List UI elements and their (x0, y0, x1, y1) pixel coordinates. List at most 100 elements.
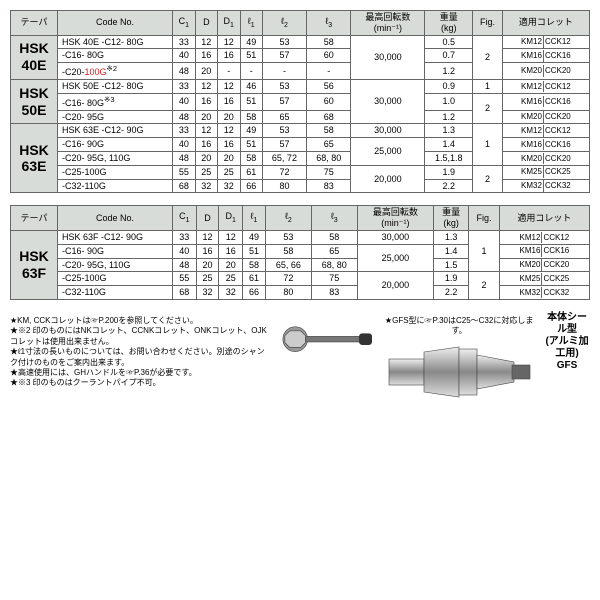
h-l3: ℓ3 (307, 11, 351, 36)
c1: 48 (173, 63, 196, 80)
gfs-block: ★GFS型に☞P.30はC25～C32に対応します。 (384, 312, 534, 410)
d1: 25 (217, 165, 240, 179)
l1: 51 (240, 138, 262, 152)
taper-label: HSK50E (11, 79, 58, 123)
d: 20 (195, 151, 217, 165)
mass: 1.5 (434, 258, 469, 272)
d1: 12 (217, 79, 240, 93)
fig: 1 (473, 124, 503, 165)
fig: 2 (473, 35, 503, 79)
l2: - (262, 63, 306, 80)
l2: 72 (262, 165, 306, 179)
l1: 51 (240, 49, 262, 63)
mass: 1.9 (434, 272, 469, 286)
c1: 40 (173, 49, 196, 63)
rpm: 25,000 (357, 244, 433, 272)
table-row: HSK63FHSK 63F -C12- 90G33121249535830,00… (11, 230, 590, 244)
h-d: D (195, 11, 217, 36)
c1: 55 (173, 272, 197, 286)
l3: 60 (307, 49, 351, 63)
l1: 46 (240, 79, 262, 93)
d1: 20 (217, 110, 240, 124)
spec-table-1: テーパ Code No. C1 D D1 ℓ1 ℓ2 ℓ3 最高回転数(min⁻… (10, 10, 590, 193)
h-mass: 重量(kg) (434, 206, 469, 231)
d: 16 (195, 138, 217, 152)
mass: 1.2 (425, 63, 473, 80)
h-l2: ℓ2 (262, 11, 306, 36)
note-line: ★※2 印のものにはNKコレット、CCNKコレット、ONKコレット、OJKコレッ… (10, 326, 268, 347)
d1: 32 (219, 286, 243, 300)
l2: 72 (265, 272, 311, 286)
c1: 40 (173, 138, 196, 152)
l2: 65, 66 (265, 258, 311, 272)
h-c1: C1 (173, 11, 196, 36)
taper-label: HSK63F (11, 230, 58, 299)
mass: 0.5 (425, 35, 473, 49)
code-cell: HSK 50E -C12- 80G (58, 79, 173, 93)
c1: 33 (173, 35, 196, 49)
l2: 65, 72 (262, 151, 306, 165)
d1: 16 (217, 138, 240, 152)
l1: 66 (240, 179, 262, 193)
h-rpm: 最高回転数(min⁻¹) (351, 11, 425, 36)
h-d: D (196, 206, 219, 231)
table-row: -C20- 95G4820205865681.2KM20CCK20 (11, 110, 590, 124)
gfs-label: 本体シール型(アルミ加工用)GFS (544, 312, 590, 372)
collet-cell: KM12CCK12 (502, 124, 589, 138)
rpm: 30,000 (351, 79, 425, 123)
mass: 2.2 (425, 179, 473, 193)
collet-cell: KM32CCK32 (502, 179, 589, 193)
code-cell: -C32-110G (58, 286, 173, 300)
l2: 53 (262, 124, 306, 138)
note-line: ★※3 印のものはクーラントパイプ不可。 (10, 378, 268, 388)
collet-cell: KM12CCK12 (502, 35, 589, 49)
code-cell: -C16- 90G (58, 244, 173, 258)
l1: - (240, 63, 262, 80)
d1: 12 (217, 35, 240, 49)
d1: - (217, 63, 240, 80)
collet-cell: KM25CCK25 (499, 272, 589, 286)
c1: 55 (173, 165, 196, 179)
rpm: 20,000 (351, 165, 425, 193)
mass: 1.4 (425, 138, 473, 152)
collet-cell: KM32CCK32 (499, 286, 589, 300)
c1: 68 (173, 179, 196, 193)
table-row: -C16- 80G※34016165157601.02KM16CCK16 (11, 93, 590, 110)
table-row: -C25-100G55252561727520,0001.92KM25CCK25 (11, 165, 590, 179)
l1: 58 (243, 258, 266, 272)
h-l1: ℓ1 (240, 11, 262, 36)
l3: 56 (307, 79, 351, 93)
mass: 0.9 (425, 79, 473, 93)
c1: 40 (173, 93, 196, 110)
rpm: 25,000 (351, 138, 425, 166)
l3: 60 (307, 93, 351, 110)
taper-label: HSK63E (11, 124, 58, 193)
h-mass: 重量(kg) (425, 11, 473, 36)
l2: 57 (262, 49, 306, 63)
code-cell: -C16- 90G (58, 138, 173, 152)
taper-label: HSK40E (11, 35, 58, 79)
rpm: 30,000 (351, 124, 425, 138)
l3: 68, 80 (307, 151, 351, 165)
mass: 1.3 (434, 230, 469, 244)
collet-cell: KM20CCK20 (502, 151, 589, 165)
code-cell: -C25-100G (58, 165, 173, 179)
table-row: -C16- 90G40161651576525,0001.4KM16CCK16 (11, 138, 590, 152)
collet-cell: KM20CCK20 (502, 63, 589, 80)
holder-icon (384, 337, 534, 407)
d: 32 (195, 179, 217, 193)
d: 16 (195, 49, 217, 63)
h-taper: テーパ (11, 206, 58, 231)
code-cell: -C20- 95G, 110G (58, 151, 173, 165)
l1: 58 (240, 110, 262, 124)
code-cell: HSK 40E -C12- 80G (58, 35, 173, 49)
note-line: ★KM, CCKコレットは☞P.200を参照してください。 (10, 316, 268, 326)
fig: 2 (473, 93, 503, 124)
collet-cell: KM16CCK16 (499, 244, 589, 258)
l1: 66 (243, 286, 266, 300)
d: 16 (196, 244, 219, 258)
mass: 1.0 (425, 93, 473, 110)
d1: 16 (217, 49, 240, 63)
spec-table-2: テーパ Code No. C1 D D1 ℓ1 ℓ2 ℓ3 最高回転数(min⁻… (10, 205, 590, 300)
table-row: -C32-110G6832326680832.2KM32CCK32 (11, 179, 590, 193)
